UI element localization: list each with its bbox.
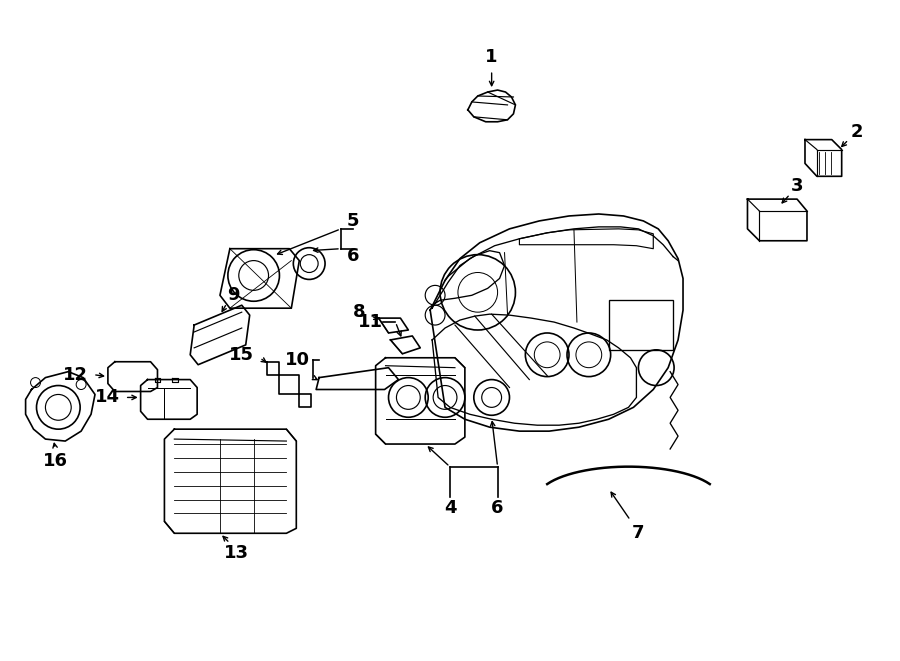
Text: 15: 15 [230, 346, 255, 364]
Text: 5: 5 [346, 212, 359, 230]
Text: 13: 13 [224, 544, 249, 562]
Text: 8: 8 [353, 303, 365, 321]
Text: 3: 3 [791, 177, 804, 195]
Bar [608, 300, 673, 350]
Text: 10: 10 [284, 351, 310, 369]
Text: 2: 2 [850, 123, 863, 141]
Text: 14: 14 [95, 389, 121, 407]
Text: 12: 12 [63, 366, 87, 383]
Text: 7: 7 [632, 524, 644, 542]
Text: 9: 9 [228, 286, 240, 304]
Text: 16: 16 [43, 452, 68, 470]
Text: 6: 6 [346, 247, 359, 264]
Text: 6: 6 [491, 500, 504, 518]
Text: 11: 11 [358, 313, 383, 331]
Text: 1: 1 [485, 48, 498, 66]
Text: 4: 4 [444, 500, 456, 518]
